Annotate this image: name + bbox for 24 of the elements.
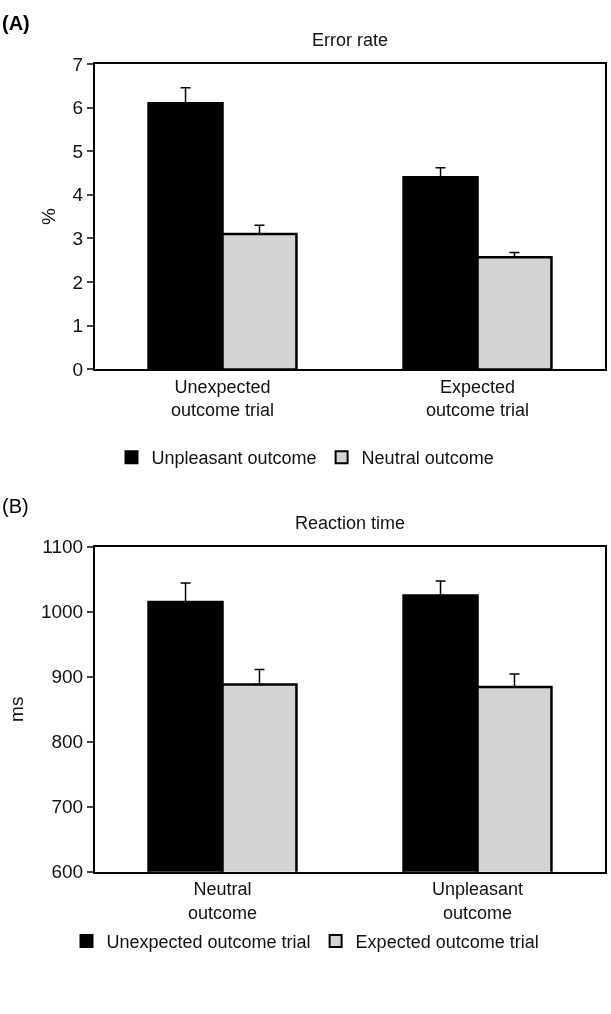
y-tick-label: 1 <box>72 315 84 337</box>
text: (B) <box>2 495 29 517</box>
y-tick-label: 0 <box>72 359 84 381</box>
y-tick-label: 600 <box>51 861 84 883</box>
y-axis-title: % <box>37 208 59 226</box>
legend-label: Expected outcome trial <box>355 931 539 952</box>
y-tick-label: 3 <box>72 228 84 250</box>
text: (A) <box>2 12 30 34</box>
legend-label: Neutral outcome <box>361 448 494 469</box>
legend-label: Unpleasant outcome <box>151 448 317 469</box>
y-tick-label: 7 <box>72 53 84 75</box>
y-tick-label: 6 <box>72 97 84 119</box>
y-tick-label: 2 <box>72 271 84 293</box>
y-tick-label: 700 <box>51 796 84 818</box>
y-tick-label: 900 <box>51 666 84 688</box>
legend-label: Unexpected outcome trial <box>106 931 311 952</box>
y-tick-label: 4 <box>72 184 84 206</box>
y-tick-label: 1000 <box>40 601 84 623</box>
y-tick-label: 5 <box>72 140 84 162</box>
y-axis-title: ms <box>6 696 28 722</box>
chart-title: Reaction time <box>295 513 406 533</box>
y-tick-label: 1100 <box>42 536 84 558</box>
chart-title: Error rate <box>312 30 389 50</box>
y-tick-label: 800 <box>51 731 84 753</box>
